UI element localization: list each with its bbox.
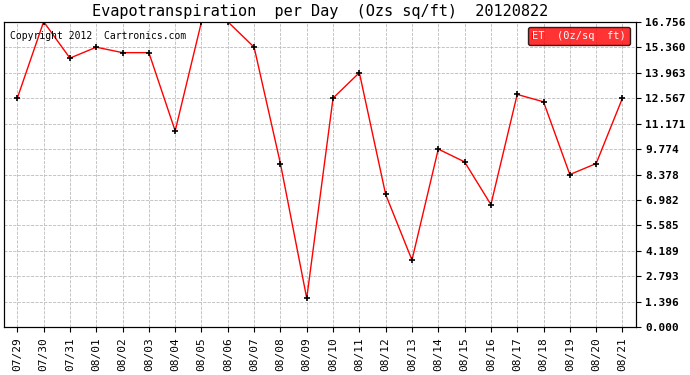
- Legend: ET  (0z/sq  ft): ET (0z/sq ft): [529, 27, 631, 45]
- Text: Copyright 2012  Cartronics.com: Copyright 2012 Cartronics.com: [10, 31, 187, 41]
- Title: Evapotranspiration  per Day  (Ozs sq/ft)  20120822: Evapotranspiration per Day (Ozs sq/ft) 2…: [92, 4, 548, 19]
